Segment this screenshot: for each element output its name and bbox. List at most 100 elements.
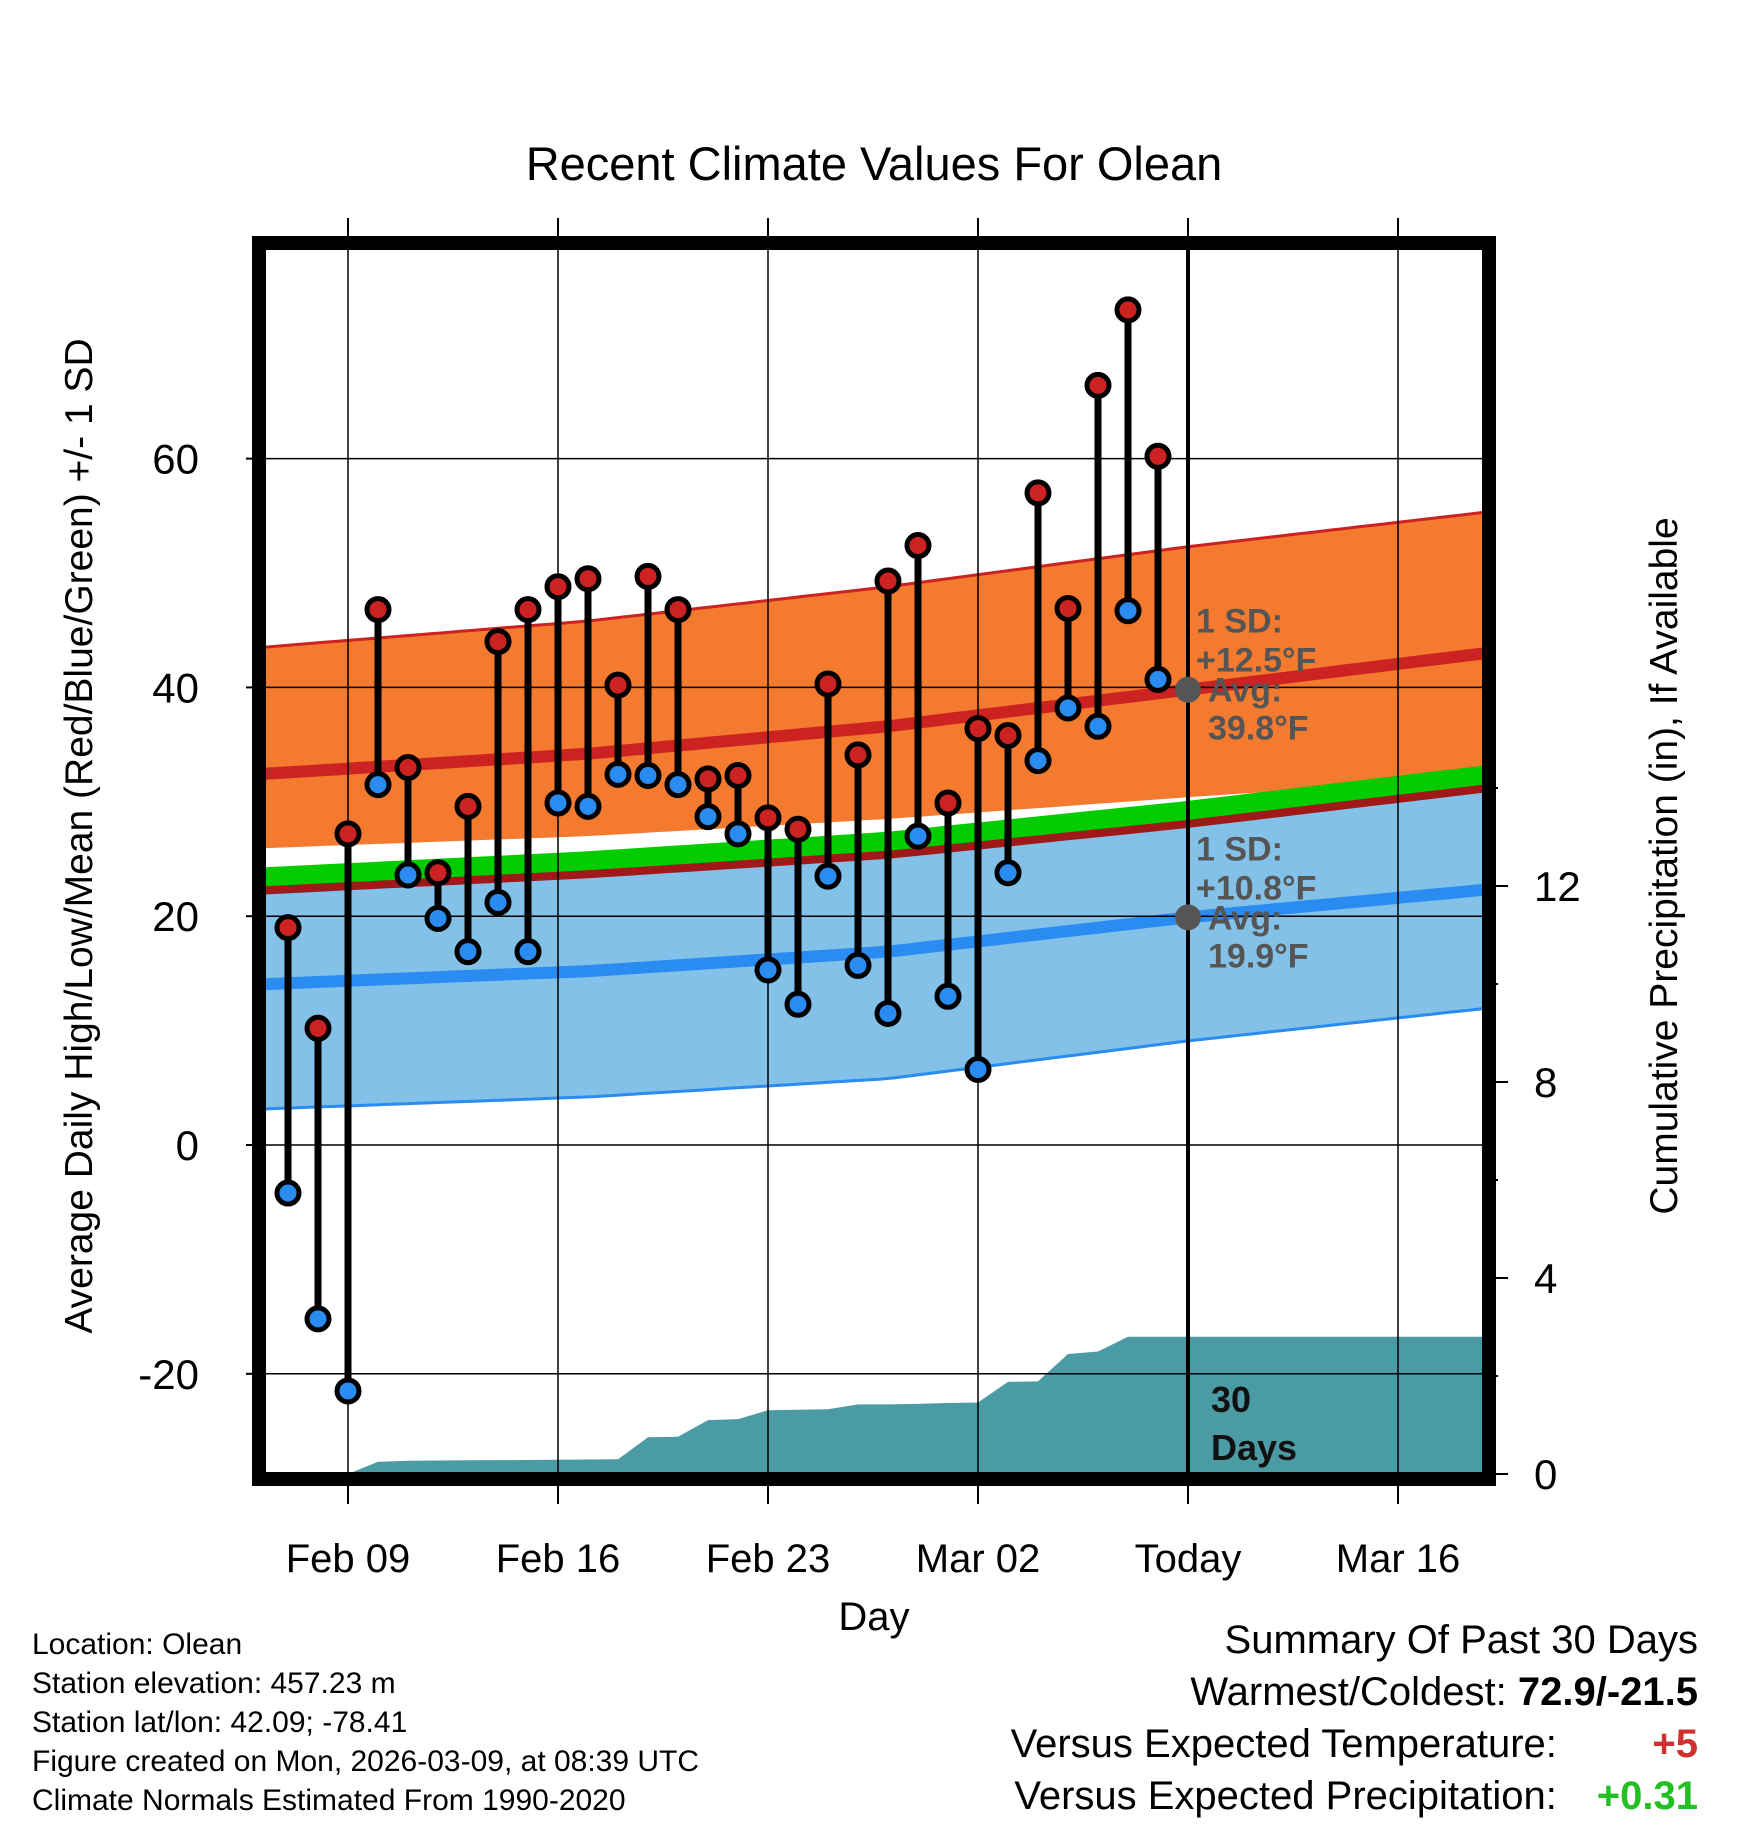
x-tick-label: Today (1135, 1537, 1242, 1581)
daily-low-point (484, 888, 512, 916)
daily-low-point (694, 803, 722, 831)
chart-title: Recent Climate Values For Olean (526, 137, 1223, 190)
low-sd-label: 1 SD: (1196, 830, 1283, 868)
daily-low-point (1084, 712, 1112, 740)
temp-value: +5 (1652, 1722, 1698, 1766)
daily-high-point (964, 715, 992, 743)
info-created: Figure created on Mon, 2026-03-09, at 08… (32, 1745, 700, 1778)
summary-panel: Summary Of Past 30 Days Warmest/Coldest:… (1011, 1614, 1698, 1822)
daily-low-point (424, 904, 452, 932)
daily-low-point (1114, 597, 1142, 625)
x-tick-label: Feb 23 (706, 1537, 831, 1581)
daily-low-point (994, 859, 1022, 887)
summary-temp-row: Versus Expected Temperature: +5 (1011, 1718, 1698, 1770)
daily-low-point (334, 1377, 362, 1405)
daily-high-point (544, 573, 572, 601)
daily-high-point (1144, 442, 1172, 470)
daily-high-point (454, 792, 482, 820)
window-label-days: Days (1211, 1427, 1297, 1468)
y-tick-label: 40 (152, 664, 199, 711)
daily-low-point (664, 771, 692, 799)
daily-high-point (1024, 479, 1052, 507)
axes: -20 0 20 40 60 0 4 8 12 Feb 09 Feb 16 Feb 23 Mar 02 T… (138, 218, 1581, 1581)
info-location: Location: Olean (32, 1628, 243, 1661)
daily-low-point (274, 1179, 302, 1207)
daily-low-point (874, 999, 902, 1027)
y2-axis-label: Cumulative Precipitation (in), If Availa… (1643, 517, 1686, 1214)
low-avg-label: Avg: (1208, 899, 1282, 937)
info-normals: Climate Normals Estimated From 1990-2020 (32, 1784, 626, 1817)
daily-high-point (394, 753, 422, 781)
high-sd-value: +12.5°F (1196, 642, 1316, 680)
daily-high-point (874, 567, 902, 595)
x-tick-label: Feb 09 (286, 1537, 411, 1581)
daily-low-point (724, 820, 752, 848)
precip-value: +0.31 (1596, 1774, 1698, 1818)
daily-high-point (484, 628, 512, 656)
daily-high-point (664, 596, 692, 624)
daily-high-point (754, 804, 782, 832)
info-latlon: Station lat/lon: 42.09; -78.41 (32, 1706, 408, 1739)
daily-low-point (844, 951, 872, 979)
temp-label: Versus Expected Temperature: (1010, 1722, 1557, 1766)
daily-high-point (934, 789, 962, 817)
daily-high-point (694, 765, 722, 793)
x-tick-label: Feb 16 (496, 1537, 621, 1581)
high-avg-marker (1175, 676, 1201, 703)
low-avg-line (264, 883, 1484, 991)
daily-high-point (724, 761, 752, 789)
high-sd-label: 1 SD: (1196, 603, 1283, 641)
daily-low-point (1054, 694, 1082, 722)
daily-high-point (1084, 371, 1112, 399)
precip-label: Versus Expected Precipitation: (1014, 1774, 1557, 1818)
daily-high-point (634, 562, 662, 590)
y-tick-label: -20 (138, 1351, 199, 1398)
daily-high-point (994, 721, 1022, 749)
daily-high-point (424, 859, 452, 887)
y-tick-label: 0 (176, 1122, 199, 1169)
daily-low-point (814, 862, 842, 890)
daily-high-point (784, 815, 812, 843)
high-avg-value: 39.8°F (1208, 710, 1309, 748)
daily-high-point (514, 596, 542, 624)
low-lower-edge (264, 1007, 1484, 1111)
y2-tick-label: 0 (1534, 1451, 1557, 1498)
daily-low-point (454, 938, 482, 966)
daily-low-point (784, 990, 812, 1018)
y2-tick-label: 8 (1534, 1059, 1557, 1106)
precip-area (348, 1336, 1484, 1474)
daily-high-point (1054, 594, 1082, 622)
station-info: Location: Olean Station elevation: 457.2… (32, 1625, 699, 1820)
daily-high-point (1114, 296, 1142, 324)
high-avg-line (264, 647, 1484, 780)
low-sd-value: +10.8°F (1196, 869, 1316, 907)
warmest-value: 72.9/-21.5 (1517, 1670, 1698, 1714)
daily-low-point (934, 982, 962, 1010)
daily-low-point (964, 1055, 992, 1083)
y2-tick-label: 4 (1534, 1255, 1557, 1302)
x-axis-label: Day (838, 1595, 909, 1639)
summary-title: Summary Of Past 30 Days (1224, 1618, 1698, 1662)
daily-high-point (844, 741, 872, 769)
daily-high-point (334, 820, 362, 848)
high-avg-label: Avg: (1208, 672, 1282, 710)
summary-precip-row: Versus Expected Precipitation: +0.31 (1011, 1770, 1698, 1822)
daily-high-point (574, 565, 602, 593)
warmest-label: Warmest/Coldest: (1190, 1670, 1507, 1714)
y-tick-label: 20 (152, 893, 199, 940)
x-tick-label: Mar 16 (1336, 1537, 1461, 1581)
high-upper-edge (264, 510, 1484, 649)
daily-high-point (904, 532, 932, 560)
y2-tick-label: 12 (1534, 863, 1581, 910)
daily-high-point (604, 671, 632, 699)
daily-high-point (364, 596, 392, 624)
daily-low-point (574, 792, 602, 820)
low-avg-marker (1175, 904, 1201, 931)
summary-warmest-row: Warmest/Coldest: 72.9/-21.5 (1011, 1666, 1698, 1718)
daily-low-point (514, 938, 542, 966)
daily-low-point (754, 956, 782, 984)
daily-low-point (634, 761, 662, 789)
